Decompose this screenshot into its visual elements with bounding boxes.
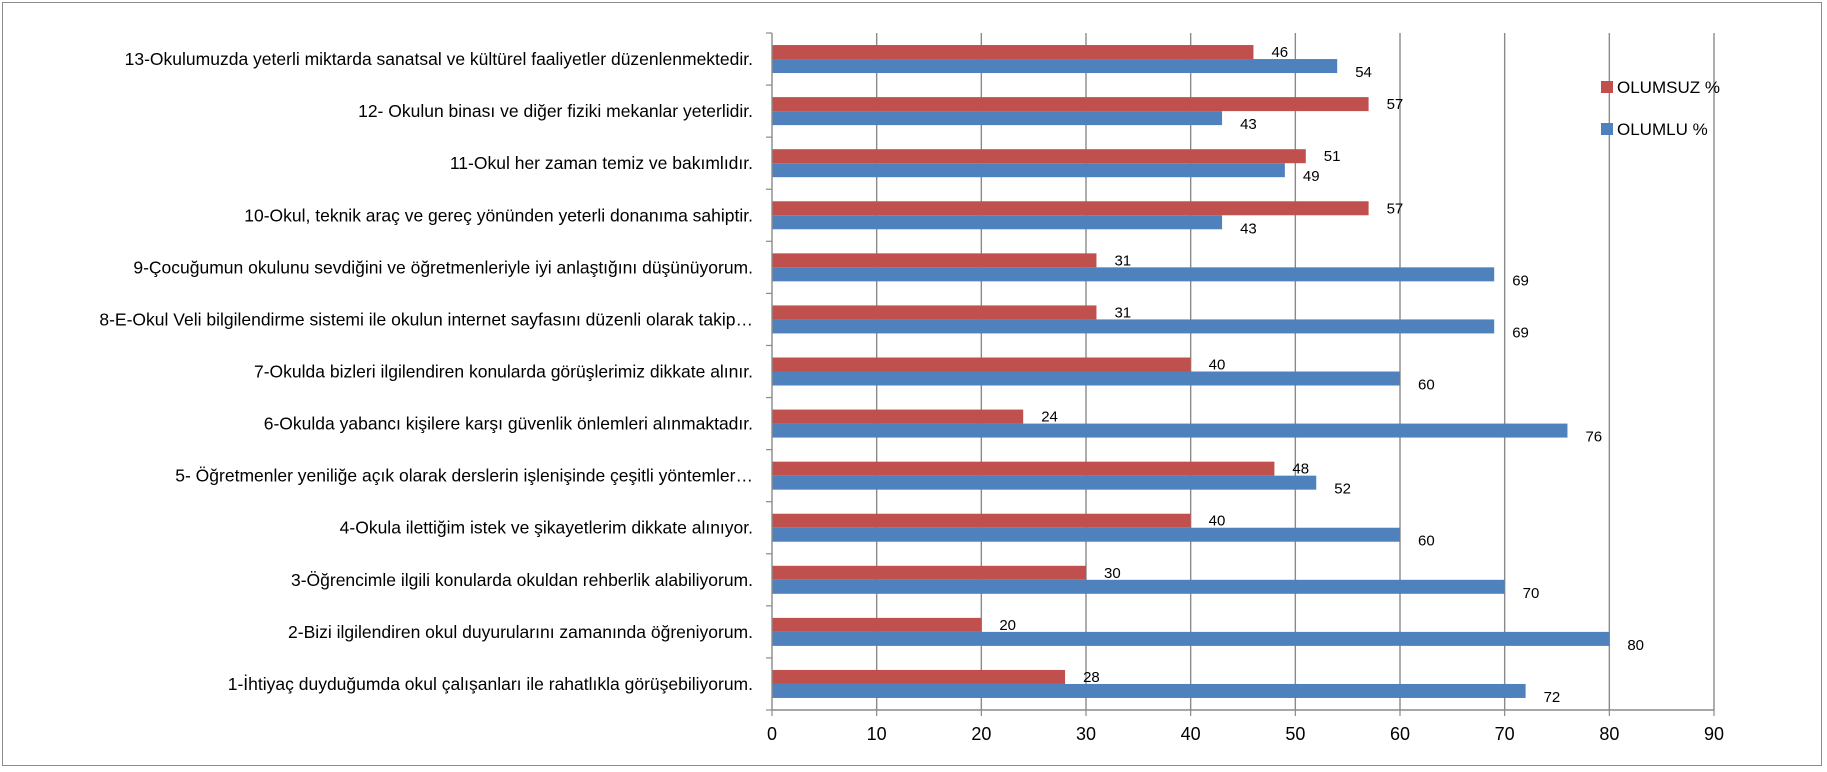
bar-olumsuz <box>772 149 1306 164</box>
data-label-olumsuz: 51 <box>1324 148 1341 165</box>
data-label-olumlu: 49 <box>1303 168 1320 185</box>
data-label-olumsuz: 31 <box>1114 304 1131 321</box>
data-label-olumlu: 69 <box>1512 324 1529 341</box>
data-label-olumlu: 60 <box>1418 377 1435 394</box>
bar-chart: 0 10 20 30 40 50 60 70 80 90 1-İhtiyaç duyduğumda … <box>99 32 1724 744</box>
category-label: 2-Bizi ilgilendiren okul duyurularını za… <box>288 622 753 642</box>
bar-olumlu <box>772 475 1317 490</box>
category-label: 13-Okulumuzda yeterli miktarda sanatsal … <box>125 49 753 69</box>
data-label-olumsuz: 20 <box>999 617 1016 634</box>
data-label-olumsuz: 31 <box>1114 252 1131 269</box>
bar-olumsuz <box>772 565 1086 580</box>
bar-olumsuz <box>772 201 1369 216</box>
bar-olumsuz <box>772 253 1097 268</box>
data-label-olumlu: 43 <box>1240 220 1257 237</box>
bar-olumsuz <box>772 357 1191 372</box>
x-tick-label: 70 <box>1495 724 1515 744</box>
bar-olumlu <box>772 423 1568 438</box>
data-label-olumlu: 54 <box>1355 64 1372 81</box>
x-tick-label: 50 <box>1285 724 1305 744</box>
data-label-olumlu: 76 <box>1585 429 1602 446</box>
x-tick-label: 80 <box>1599 724 1619 744</box>
data-label-olumsuz: 57 <box>1387 96 1404 113</box>
bar-olumlu <box>772 319 1495 334</box>
bar-olumlu <box>772 111 1223 126</box>
legend-swatch <box>1601 81 1613 93</box>
category-label: 6-Okulda yabancı kişilere karşı güvenlik… <box>264 414 753 434</box>
legend-label: OLUMLU % <box>1617 120 1708 139</box>
bar-olumsuz <box>772 669 1066 684</box>
legend-swatch <box>1601 123 1613 135</box>
data-label-olumlu: 69 <box>1512 272 1529 289</box>
bar-olumlu <box>772 267 1495 282</box>
bar-olumsuz <box>772 97 1369 112</box>
x-tick-label: 90 <box>1704 724 1724 744</box>
bar-olumsuz <box>772 409 1024 424</box>
axes <box>766 32 1715 716</box>
bars <box>772 45 1610 698</box>
category-label: 7-Okulda bizleri ilgilendiren konularda … <box>254 362 753 382</box>
bar-olumlu <box>772 527 1400 542</box>
bar-olumsuz <box>772 513 1191 528</box>
bar-olumlu <box>772 631 1610 646</box>
category-label: 11-Okul her zaman temiz ve bakımlıdır. <box>450 153 753 173</box>
data-label-olumsuz: 30 <box>1104 565 1121 582</box>
category-label: 5- Öğretmenler yeniliğe açık olarak ders… <box>175 466 753 486</box>
labels: 0 10 20 30 40 50 60 70 80 90 1-İhtiyaç duyduğumda … <box>99 44 1724 744</box>
x-tick-label: 0 <box>767 724 777 744</box>
x-tick-label: 40 <box>1181 724 1201 744</box>
bar-olumsuz <box>772 461 1275 476</box>
x-tick-label: 60 <box>1390 724 1410 744</box>
bar-olumlu <box>772 371 1400 386</box>
data-label-olumlu: 52 <box>1334 481 1351 498</box>
data-label-olumlu: 60 <box>1418 533 1435 550</box>
bar-olumlu <box>772 215 1223 230</box>
data-label-olumsuz: 57 <box>1387 200 1404 217</box>
data-label-olumlu: 80 <box>1627 637 1644 654</box>
category-label: 4-Okula ilettiğim istek ve şikayetlerim … <box>340 518 753 538</box>
category-label: 10-Okul, teknik araç ve gereç yönünden y… <box>244 205 753 225</box>
data-label-olumlu: 72 <box>1544 689 1561 706</box>
bar-olumlu <box>772 683 1526 698</box>
bar-olumlu <box>772 59 1338 74</box>
bar-olumsuz <box>772 617 982 632</box>
category-label: 12- Okulun binası ve diğer fiziki mekanl… <box>358 101 753 121</box>
legend: OLUMSUZ % OLUMLU % <box>1601 78 1720 139</box>
x-tick-label: 30 <box>1076 724 1096 744</box>
category-label: 8-E-Okul Veli bilgilendirme sistemi ile … <box>99 309 753 329</box>
x-tick-label: 20 <box>971 724 991 744</box>
legend-label: OLUMSUZ % <box>1617 78 1720 97</box>
category-label: 3-Öğrencimle ilgili konularda okuldan re… <box>291 570 753 590</box>
data-label-olumlu: 70 <box>1523 585 1540 602</box>
data-label-olumsuz: 28 <box>1083 669 1100 686</box>
bar-olumsuz <box>772 305 1097 320</box>
data-label-olumsuz: 48 <box>1292 461 1309 478</box>
data-label-olumsuz: 24 <box>1041 409 1058 426</box>
data-label-olumsuz: 40 <box>1209 513 1226 530</box>
category-label: 9-Çocuğumun okulunu sevdiğini ve öğretme… <box>133 257 753 277</box>
data-label-olumsuz: 40 <box>1209 357 1226 374</box>
data-label-olumlu: 43 <box>1240 116 1257 133</box>
category-label: 1-İhtiyaç duyduğumda okul çalışanları il… <box>228 674 753 694</box>
bar-olumlu <box>772 163 1285 178</box>
bar-olumlu <box>772 579 1505 594</box>
bar-olumsuz <box>772 45 1254 60</box>
x-tick-label: 10 <box>867 724 887 744</box>
data-label-olumsuz: 46 <box>1271 44 1288 61</box>
